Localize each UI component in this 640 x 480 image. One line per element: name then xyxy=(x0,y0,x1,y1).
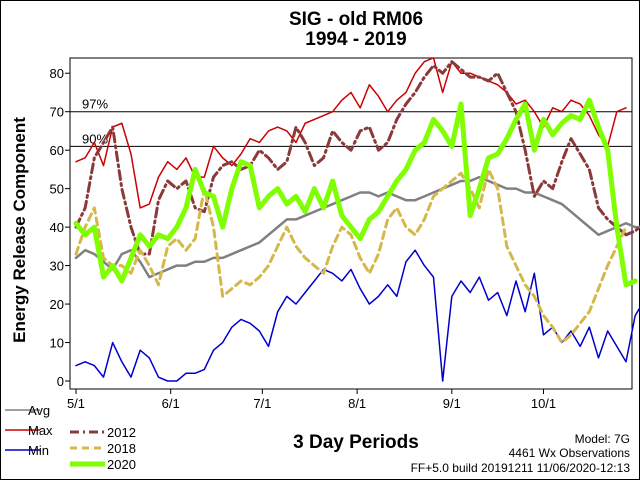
series-line-avg xyxy=(74,175,640,279)
x-tick-label-1: 6/1 xyxy=(162,396,180,411)
x-tick-label-2: 7/1 xyxy=(253,396,271,411)
legend-label-2018: 2018 xyxy=(107,441,136,456)
x-axis-ticks: 5/1 6/1 7/1 8/1 9/1 10/1 xyxy=(67,389,556,411)
y-tick-label-80: 80 xyxy=(50,66,64,81)
series-lines xyxy=(73,57,640,382)
model-text: Model: 7G xyxy=(575,432,630,446)
x-tick-label-0: 5/1 xyxy=(67,396,85,411)
x-axis-label: 3 Day Periods xyxy=(293,432,419,453)
series-line-2018 xyxy=(74,167,628,345)
y-tick-label-0: 0 xyxy=(57,374,64,389)
series-line-2020 xyxy=(73,97,638,288)
y-tick-label-30: 30 xyxy=(50,259,64,274)
y-tick-label-70: 70 xyxy=(50,105,64,120)
reference-label-0: 97% xyxy=(82,97,108,112)
y-axis-label: Energy Release Component xyxy=(10,117,29,343)
x-tick-label-4: 9/1 xyxy=(443,396,461,411)
legend-label-max: Max xyxy=(28,423,53,438)
x-tick-label-5: 10/1 xyxy=(531,396,556,411)
observations-text: 4461 Wx Observations xyxy=(509,446,630,460)
legend-label-avg: Avg xyxy=(28,403,50,418)
y-tick-label-10: 10 xyxy=(50,336,64,351)
series-line-2012 xyxy=(74,60,640,256)
y-tick-label-20: 20 xyxy=(50,297,64,312)
legend-label-min: Min xyxy=(28,443,49,458)
x-tick-label-3: 8/1 xyxy=(348,396,366,411)
y-tick-label-40: 40 xyxy=(50,220,64,235)
reference-lines: 97%90% xyxy=(70,97,632,147)
legend-label-2012: 2012 xyxy=(107,425,136,440)
chart-subtitle: 1994 - 2019 xyxy=(305,29,406,50)
y-tick-label-50: 50 xyxy=(50,182,64,197)
legend-label-2020: 2020 xyxy=(107,457,136,472)
series-line-min xyxy=(75,249,640,382)
y-axis-ticks: 0 10 20 30 40 50 60 70 80 xyxy=(50,66,70,389)
plot-area xyxy=(69,57,633,390)
build-text: FF+5.0 build 20191211 11/06/2020-12:13 xyxy=(411,461,631,475)
series-line-max xyxy=(75,57,627,209)
y-tick-label-60: 60 xyxy=(50,143,64,158)
chart-title: SIG - old RM06 xyxy=(289,9,423,30)
